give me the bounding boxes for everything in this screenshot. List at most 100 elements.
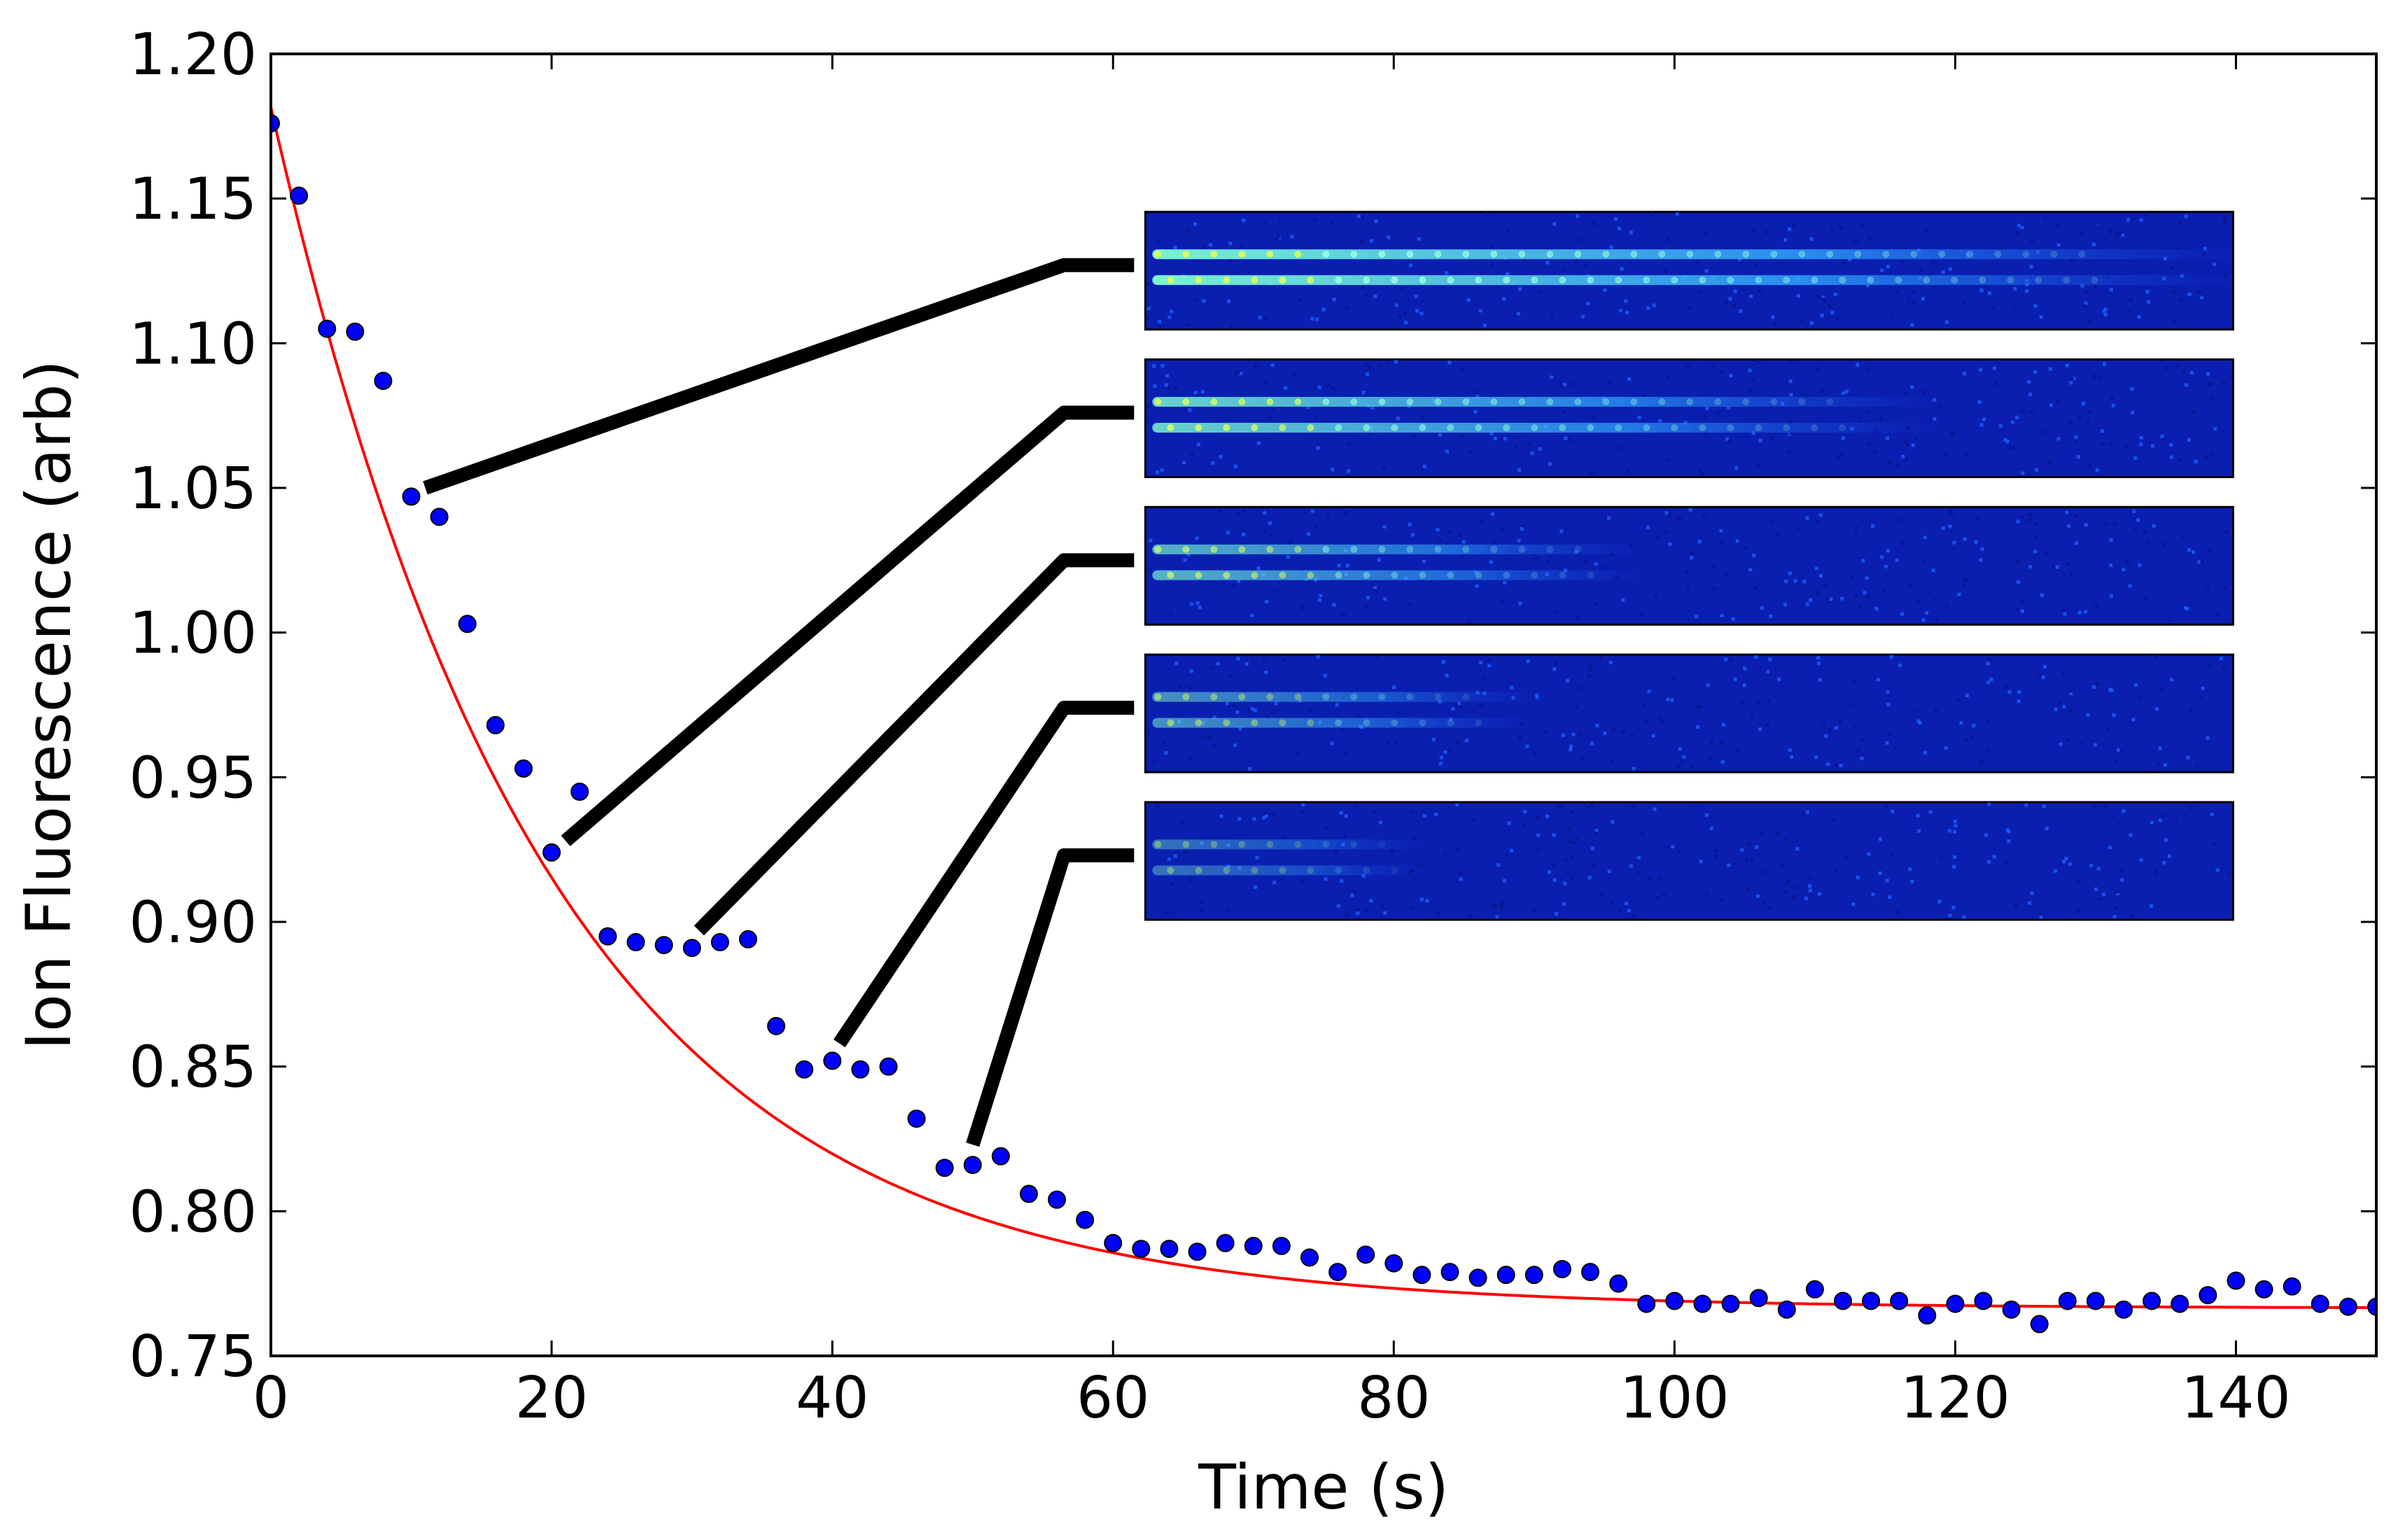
data-point (1272, 1236, 1291, 1255)
data-point (1132, 1240, 1151, 1259)
data-point (766, 1016, 785, 1035)
data-point (907, 1110, 926, 1128)
data-point (2227, 1271, 2245, 1290)
data-point (1160, 1240, 1179, 1259)
inset-image (1144, 801, 2234, 921)
data-point (318, 319, 337, 338)
x-tick-label: 120 (1900, 1365, 2010, 1432)
data-point (1749, 1289, 1768, 1308)
data-point (598, 927, 617, 946)
y-tick-label: 1.20 (129, 22, 257, 88)
data-point (1890, 1292, 1909, 1310)
data-point (290, 186, 309, 205)
data-point (2339, 1297, 2357, 1316)
data-point (710, 932, 729, 951)
inset-image (1144, 505, 2234, 626)
data-point (271, 114, 280, 133)
data-point (1665, 1292, 1684, 1310)
data-point (346, 322, 365, 341)
data-point (1777, 1300, 1796, 1319)
data-point (374, 372, 393, 391)
x-axis-label: Time (s) (1198, 1451, 1449, 1523)
plot-frame (269, 52, 2378, 1357)
inset-image (1144, 653, 2234, 774)
data-point (1356, 1245, 1375, 1264)
data-point (1440, 1263, 1459, 1282)
data-point (1552, 1260, 1571, 1278)
data-point (682, 939, 701, 958)
data-point (2086, 1292, 2105, 1310)
axis-ticks: 0 20 40 60 80 100 120 140 0.75 0.80 0.85 0.90 0.95 1.… (129, 22, 2376, 1432)
y-tick-label: 1.00 (129, 601, 257, 667)
data-point (1918, 1306, 1937, 1325)
y-tick-label: 1.10 (129, 311, 257, 377)
x-tick-label: 40 (796, 1365, 869, 1432)
x-tick-label: 20 (515, 1365, 588, 1432)
data-point (991, 1147, 1010, 1166)
data-point (1047, 1190, 1066, 1209)
inset-image (1144, 211, 2241, 331)
data-point (1244, 1236, 1263, 1255)
data-point (1805, 1280, 1824, 1298)
data-points (271, 114, 2376, 1334)
data-point (2311, 1294, 2329, 1313)
data-point (2255, 1280, 2273, 1298)
data-point (514, 759, 533, 778)
data-point (879, 1057, 898, 1076)
data-point (823, 1051, 842, 1070)
data-point (2367, 1297, 2376, 1316)
x-tick-label: 140 (2181, 1365, 2291, 1432)
data-point (1974, 1292, 1993, 1310)
data-point (738, 930, 757, 948)
y-tick-label: 0.95 (129, 745, 257, 811)
data-point (1581, 1263, 1600, 1282)
x-tick-label: 60 (1077, 1365, 1149, 1432)
callout-line (833, 701, 1135, 1048)
y-tick-label: 0.90 (129, 890, 257, 956)
y-tick-label: 0.75 (129, 1324, 257, 1390)
inset-images (1144, 211, 2241, 921)
callout-line (694, 553, 1135, 936)
callout-line (966, 848, 1135, 1147)
data-point (1076, 1210, 1095, 1229)
y-tick-label: 1.15 (129, 167, 257, 233)
data-point (430, 507, 449, 526)
data-point (1833, 1292, 1852, 1310)
data-point (1496, 1266, 1515, 1284)
data-point (1300, 1248, 1319, 1267)
data-point (1524, 1266, 1543, 1284)
data-point (795, 1060, 814, 1079)
data-point (1412, 1266, 1431, 1284)
data-point (2199, 1286, 2217, 1305)
data-point (2030, 1315, 2049, 1334)
data-point (1862, 1292, 1881, 1310)
callout-line (561, 405, 1135, 846)
data-point (1946, 1294, 1965, 1313)
data-point (1019, 1184, 1038, 1203)
data-point (2058, 1292, 2077, 1310)
data-point (654, 936, 673, 955)
x-tick-label: 0 (253, 1365, 289, 1432)
data-point (626, 932, 645, 951)
data-point (458, 615, 477, 634)
data-point (2171, 1294, 2189, 1313)
data-point (2002, 1300, 2021, 1319)
y-tick-label: 0.85 (129, 1035, 257, 1101)
data-point (486, 715, 505, 734)
data-point (1609, 1274, 1628, 1293)
y-tick-label: 1.05 (129, 456, 257, 522)
y-axis-label: Ion Fluorescence (arb) (13, 360, 85, 1050)
data-point (1468, 1268, 1487, 1287)
data-point (2283, 1277, 2301, 1296)
y-tick-label: 0.80 (129, 1179, 257, 1245)
data-point (1328, 1263, 1347, 1282)
data-point (1637, 1294, 1656, 1313)
data-point (1188, 1242, 1207, 1261)
data-point (935, 1158, 954, 1177)
fit-curve (271, 107, 2376, 1309)
x-tick-label: 100 (1620, 1365, 1730, 1432)
data-point (1721, 1294, 1740, 1313)
callout-lines (423, 258, 1135, 1147)
data-point (963, 1156, 982, 1175)
